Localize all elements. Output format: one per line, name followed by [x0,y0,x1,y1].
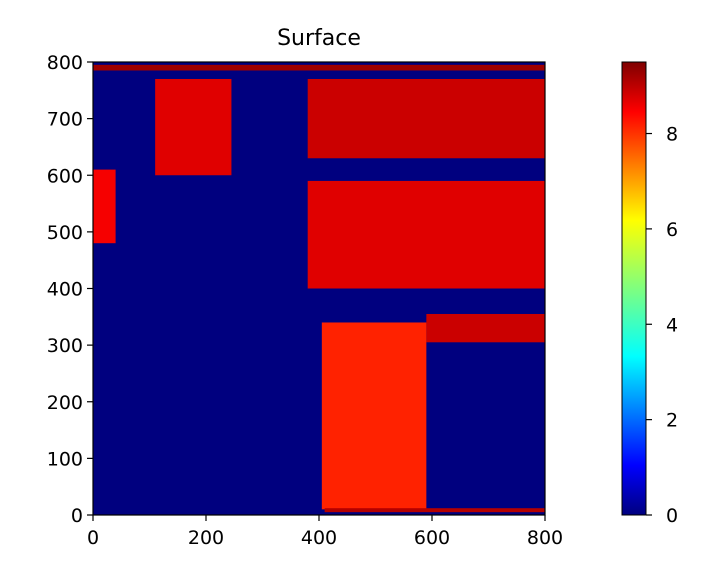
heatmap-regions [93,64,545,513]
y-tick-label: 800 [47,52,83,74]
heatmap-cell-upper-left-speckle [155,78,232,176]
colorbar-tick-label: 0 [666,505,678,527]
x-tick-label: 0 [87,527,99,549]
x-axis: 0 200 400 600 800 [87,515,563,549]
heatmap-cell-top-stripe [93,64,545,71]
heatmap-cell-left-edge-speckle [93,169,116,244]
heatmap-cell-bottom-stripe [324,508,545,513]
x-tick-label: 600 [414,527,450,549]
y-tick-label: 300 [47,335,83,357]
y-tick-label: 500 [47,222,83,244]
y-axis: 0 100 200 300 400 500 600 700 800 [47,52,93,527]
y-tick-label: 600 [47,165,83,187]
colorbar-tick-label: 6 [666,219,678,241]
y-tick-label: 700 [47,109,83,131]
colorbar: 0 2 4 6 8 [621,61,678,527]
heatmap-cell-lower-center-block [321,322,427,510]
colorbar-tick-label: 2 [666,410,678,432]
colorbar-gradient [621,61,647,516]
plot-area [93,62,545,515]
heatmap-cell-right-band-lower [426,313,545,343]
chart-title: Surface [277,26,361,51]
y-tick-label: 200 [47,392,83,414]
colorbar-tick-label: 4 [666,314,678,336]
x-tick-label: 400 [301,527,337,549]
heatmap-cell-right-band-upper [307,78,545,159]
y-tick-label: 100 [47,448,83,470]
x-tick-label: 200 [188,527,224,549]
y-tick-label: 0 [71,505,83,527]
colorbar-tick-label: 8 [666,124,678,146]
colorbar-ticks: 0 2 4 6 8 [646,124,678,527]
y-tick-label: 400 [47,279,83,301]
heatmap-cell-right-band-middle [307,180,545,289]
x-tick-label: 800 [527,527,563,549]
